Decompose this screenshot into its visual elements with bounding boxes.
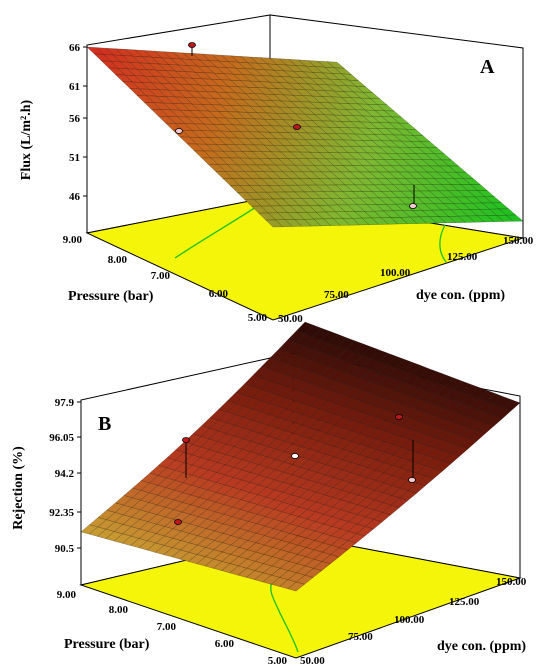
panel-b-dye-tick-label: 125.00 xyxy=(449,596,480,608)
panel-a-design-point xyxy=(409,203,417,209)
panel-a-design-point xyxy=(293,124,301,130)
panel-a-pressure-tick-label: 8.00 xyxy=(108,254,128,266)
panel-a-label: A xyxy=(480,56,495,78)
surface-facet xyxy=(505,214,524,222)
panel-a-dye-tick-label: 100.00 xyxy=(380,267,411,279)
panel-b-pressure-axis-title: Pressure (bar) xyxy=(64,637,150,652)
panel-a-z-tick-label: 61 xyxy=(69,81,80,93)
panel-a: 66 61 56 51 46 Flux (L/m².h) 9.00 8.00 7… xyxy=(19,14,534,325)
panel-b-dye-axis-title: dye con. (ppm) xyxy=(437,639,526,654)
panel-a-floor-contour-2 xyxy=(439,224,447,263)
panel-b-z-tick-label: 90.5 xyxy=(55,543,75,555)
panel-b-design-point xyxy=(395,414,403,420)
panel-b-z-tick-label: 96.05 xyxy=(49,432,74,444)
panel-b-design-point xyxy=(408,477,416,483)
panel-a-z-tick-label: 51 xyxy=(69,152,80,164)
panel-b-design-points xyxy=(174,414,416,525)
panel-b-z-tick-label: 94.2 xyxy=(55,468,75,480)
panel-a-pressure-axis: 9.00 8.00 7.00 6.00 5.00 Pressure (bar) xyxy=(63,234,268,324)
panel-a-dye-tick-label: 125.00 xyxy=(447,251,478,263)
panel-a-pressure-tick-label: 9.00 xyxy=(63,234,83,246)
panel-b-design-point xyxy=(291,453,299,459)
panel-b-design-point xyxy=(182,437,190,443)
panel-a-response-surface xyxy=(86,46,524,228)
panel-b-pressure-axis: 9.00 8.00 7.00 6.00 5.00 Pressure (bar) xyxy=(57,589,288,667)
panel-b-pressure-tick-label: 5.00 xyxy=(268,655,288,667)
panel-a-pressure-axis-title: Pressure (bar) xyxy=(68,289,154,304)
panel-b-dye-axis: 50.00 75.00 100.00 125.00 150.00 dye con… xyxy=(300,576,527,667)
panel-a-z-axis: 66 61 56 51 46 Flux (L/m².h) xyxy=(19,42,87,203)
panel-b-dye-tick-label: 150.00 xyxy=(496,576,527,588)
panel-a-design-point xyxy=(175,128,183,134)
panel-b-z-tick-label: 97.9 xyxy=(55,397,75,409)
panel-a-dye-tick-label: 150.00 xyxy=(503,235,534,247)
panel-a-pressure-tick-label: 7.00 xyxy=(151,270,171,282)
panel-a-z-axis-title: Flux (L/m².h) xyxy=(19,99,34,180)
panel-b-design-point xyxy=(174,519,182,525)
panel-a-pressure-tick-label: 5.00 xyxy=(248,312,268,324)
panel-a-design-point xyxy=(188,42,196,48)
panel-a-pressure-tick-label: 6.00 xyxy=(209,288,229,300)
panel-b-pressure-tick-label: 9.00 xyxy=(57,589,77,601)
panel-b-response-surface xyxy=(80,321,521,592)
panel-b: 97.9 96.05 94.2 92.35 90.5 Rejection (%)… xyxy=(11,321,527,667)
panel-b-label: B xyxy=(98,413,111,435)
panel-b-dye-tick-label: 100.00 xyxy=(394,614,425,626)
panel-b-dye-tick-label: 75.00 xyxy=(348,631,373,643)
panel-a-dye-axis-title: dye con. (ppm) xyxy=(416,288,505,303)
panel-b-pressure-tick-label: 6.00 xyxy=(215,638,235,650)
panel-b-pressure-tick-label: 8.00 xyxy=(109,604,129,616)
panel-b-z-tick-label: 92.35 xyxy=(49,507,74,519)
panel-a-z-tick-label: 66 xyxy=(69,42,81,54)
panel-b-dye-tick-label: 50.00 xyxy=(300,655,325,667)
panel-a-z-tick-label: 56 xyxy=(69,113,81,125)
panel-b-z-axis-title: Rejection (%) xyxy=(11,446,26,530)
panel-a-z-tick-label: 46 xyxy=(69,191,81,203)
panel-a-design-points xyxy=(175,42,417,209)
panel-a-dye-axis: 50.00 75.00 100.00 125.00 150.00 dye con… xyxy=(278,235,534,325)
panel-a-dye-tick-label: 75.00 xyxy=(324,289,349,301)
panel-a-dye-tick-label: 50.00 xyxy=(278,313,303,325)
surface-facet xyxy=(502,399,521,411)
panel-b-pressure-tick-label: 7.00 xyxy=(157,621,177,633)
panel-b-z-axis: 97.9 96.05 94.2 92.35 90.5 Rejection (%) xyxy=(11,397,81,555)
